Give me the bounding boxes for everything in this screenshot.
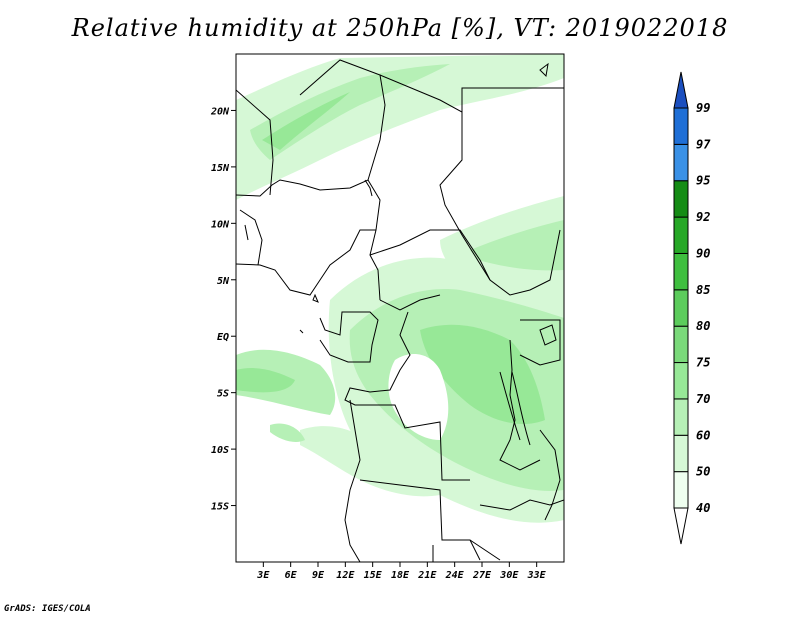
x-tick-label: 6E — [285, 570, 298, 581]
colorbar-label: 95 — [696, 174, 710, 188]
border-line — [479, 499, 564, 511]
humidity-region-north — [236, 54, 564, 200]
humidity-region-dry-center — [388, 354, 449, 440]
x-tick-label: 30E — [499, 570, 519, 581]
x-axis: 3E 6E 9E 12E 15E 18E 21E 24E 27E 30E 33E — [256, 562, 547, 581]
border-line — [299, 59, 386, 181]
y-tick-label: 10S — [211, 445, 229, 456]
x-tick-label: 24E — [445, 570, 465, 581]
colorbar-label: 85 — [696, 283, 710, 297]
y-tick-label: 15S — [211, 502, 229, 513]
border-line — [432, 539, 501, 562]
x-tick-label: 3E — [256, 570, 270, 581]
x-tick-label: 15E — [364, 570, 383, 581]
colorbar-label: 60 — [696, 428, 710, 442]
y-axis: 20N 15N 10N 5N EQ 5S 10S 15S — [210, 106, 236, 513]
colorbar-label: 90 — [696, 246, 710, 260]
humidity-region-west-core — [236, 368, 295, 393]
grads-credit: GrADS: IGES/COLA — [4, 604, 91, 614]
border-line — [461, 87, 564, 112]
y-tick-label: EQ — [217, 332, 229, 343]
border-line — [236, 229, 376, 296]
x-tick-label: 9E — [312, 570, 325, 581]
colorbar-box — [673, 180, 689, 218]
x-tick-label: 18E — [391, 570, 410, 581]
humidity-region-east-inner — [470, 220, 564, 271]
colorbar-box — [673, 289, 689, 327]
border-line — [239, 209, 263, 266]
x-tick-label: 21E — [417, 570, 437, 581]
border-line — [359, 479, 481, 561]
colorbar-bottom-arrow — [673, 507, 689, 545]
colorbar-box — [673, 434, 689, 473]
border-line — [499, 371, 531, 446]
y-tick-label: 10N — [211, 219, 230, 230]
colorbar-box — [673, 143, 689, 182]
colorbar-box — [673, 107, 689, 145]
x-tick-label: 27E — [472, 570, 492, 581]
border-line — [319, 311, 379, 363]
colorbar-label: 80 — [696, 319, 710, 333]
colorbar-label: 70 — [696, 392, 710, 406]
y-tick-label: 20N — [210, 106, 230, 117]
border-line — [299, 293, 319, 334]
border-line — [369, 229, 561, 296]
y-tick-label: 5N — [217, 276, 230, 287]
colorbar-box — [673, 216, 689, 254]
humidity-region-central-core — [420, 324, 545, 425]
colorbar-top-arrow — [673, 71, 689, 109]
border-line — [236, 89, 274, 196]
country-borders — [236, 59, 564, 562]
colorbar-label: 40 — [696, 501, 710, 515]
border-line — [364, 179, 373, 197]
humidity-region-north-inner — [250, 64, 450, 160]
humidity-region-southwest-streak — [270, 423, 305, 443]
humidity-region-north-core — [262, 92, 350, 150]
x-tick-label: 33E — [527, 570, 547, 581]
colorbar-label: 92 — [696, 210, 710, 224]
colorbar-box — [673, 398, 689, 436]
colorbar-label: 99 — [696, 101, 710, 115]
colorbar-label: 50 — [696, 465, 710, 479]
map-title: Relative humidity at 250hPa [%], VT: 201… — [71, 14, 729, 42]
border-line — [519, 319, 561, 366]
border-line — [379, 294, 441, 311]
border-line — [344, 399, 361, 562]
colorbar-label: 75 — [696, 356, 710, 370]
colorbar-box — [673, 471, 689, 509]
colorbar-label: 97 — [696, 137, 711, 151]
border-line — [539, 324, 557, 346]
border-line — [499, 339, 541, 471]
humidity-field — [236, 54, 564, 523]
border-line — [539, 62, 549, 78]
y-tick-label: 15N — [211, 163, 230, 174]
border-line — [344, 311, 470, 481]
humidity-region-southwest — [300, 426, 440, 497]
border-line — [539, 429, 561, 521]
x-tick-label: 12E — [336, 570, 355, 581]
colorbar-box — [673, 252, 689, 291]
colorbar: 40 50 60 70 75 80 85 90 92 95 97 99 — [673, 71, 711, 545]
colorbar-box — [673, 325, 689, 364]
y-tick-label: 5S — [217, 389, 229, 400]
colorbar-box — [673, 362, 689, 400]
